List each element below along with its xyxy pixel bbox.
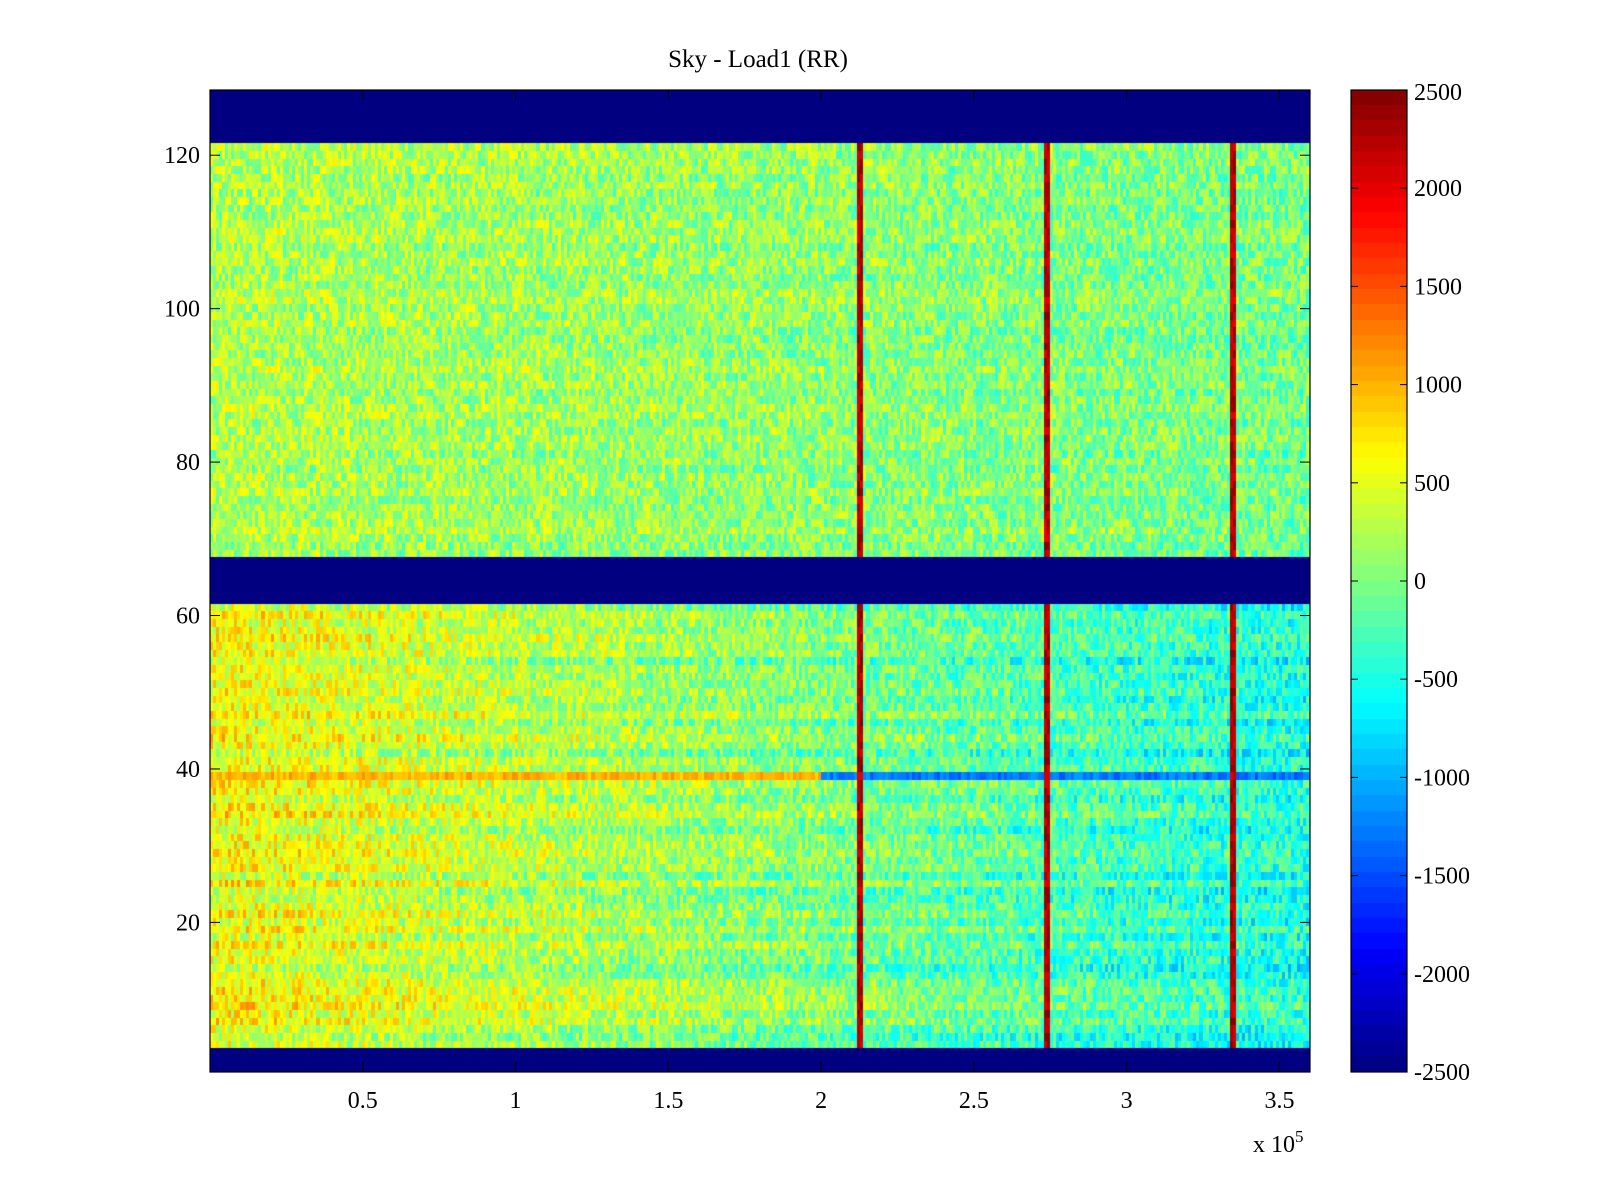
heatmap-image-holder (210, 90, 1310, 1072)
y-tick-label: 80 (176, 450, 200, 476)
colorbar-tick-label: 0 (1414, 569, 1426, 595)
y-tick-label: 100 (164, 297, 200, 323)
x-tick-label: 0.5 (348, 1088, 378, 1114)
x-tick-label: 2 (815, 1088, 827, 1114)
colorbar: 2500 2000 1500 1000 500 0 -500 -1000 -1500 -2000 -… (1350, 80, 1470, 1086)
colorbar-ticks: 2500 2000 1500 1000 500 0 -500 -1000 -1500 -2000 -… (1351, 80, 1470, 1086)
heatmap-plot-area (209, 89, 1311, 1073)
colorbar-tick-label: -2000 (1414, 962, 1470, 988)
x-tick-label: 3 (1121, 1088, 1133, 1114)
colorbar-tick-label: 500 (1414, 471, 1450, 497)
plot-frame (209, 89, 1311, 1073)
colorbar-gradient (1351, 90, 1407, 1072)
colorbar-tick-label: -1500 (1414, 864, 1470, 890)
x-axis-multiplier: x 105 (1253, 1127, 1304, 1158)
y-tick-label: 40 (176, 757, 200, 783)
x-axis-multiplier-exponent: 5 (1295, 1127, 1304, 1146)
colorbar-tick-label: -1000 (1414, 765, 1470, 791)
colorbar-tick-label: 1500 (1414, 274, 1462, 300)
colorbar-tick-label: 2000 (1414, 176, 1462, 202)
x-tick-label: 1 (510, 1088, 522, 1114)
y-tick-label: 60 (176, 604, 200, 630)
chart-title: Sky - Load1 (RR) (668, 46, 848, 73)
x-tick-label: 3.5 (1264, 1088, 1294, 1114)
colorbar-tick-label: 2500 (1414, 80, 1462, 106)
x-tick-label: 1.5 (653, 1088, 683, 1114)
heatmap-image (210, 90, 1310, 1072)
y-tick-label: 20 (176, 910, 200, 936)
y-axis: 20 40 60 80 100 120 (164, 143, 1310, 936)
colorbar-image-holder (1351, 90, 1407, 1072)
y-tick-label: 120 (164, 143, 200, 169)
x-axis: 0.5 1 1.5 2 2.5 3 3.5 (348, 90, 1294, 1114)
x-tick-label: 2.5 (959, 1088, 989, 1114)
colorbar-tick-label: -500 (1414, 667, 1458, 693)
colorbar-tick-label: -2500 (1414, 1060, 1470, 1086)
colorbar-tick-label: 1000 (1414, 373, 1462, 399)
x-axis-multiplier-base: x 10 (1253, 1132, 1295, 1158)
